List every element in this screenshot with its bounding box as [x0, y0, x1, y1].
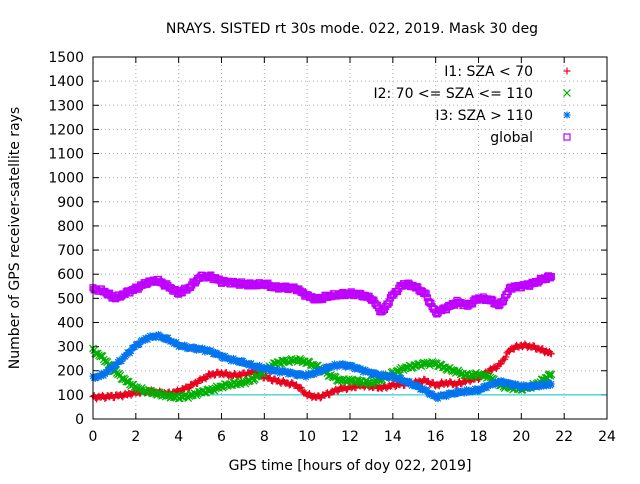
- legend: I1: SZA < 70 I2: 70 <= SZA <= 110 I3: SZA …: [373, 64, 570, 146]
- x-tick-label: 20: [512, 429, 530, 445]
- x-tick-label: 22: [555, 429, 573, 445]
- x-axis-label: GPS time [hours of doy 022, 2019]: [229, 458, 472, 474]
- x-tick-label: 10: [298, 429, 316, 445]
- y-tick-label: 700: [57, 243, 84, 259]
- y-tick-label: 0: [75, 412, 84, 428]
- y-tick-label: 1300: [48, 98, 84, 114]
- series-4: [90, 272, 554, 317]
- legend-label: I2: 70 <= SZA <= 110: [373, 86, 533, 102]
- y-tick-label: 300: [57, 340, 84, 356]
- y-tick-label: 1200: [48, 122, 84, 138]
- x-tick-label: 4: [174, 429, 183, 445]
- y-tick-label: 1000: [48, 171, 84, 187]
- y-tick-label: 1100: [48, 147, 84, 163]
- x-tick-label: 6: [217, 429, 226, 445]
- y-tick-label: 200: [57, 364, 84, 380]
- legend-marker: [564, 134, 570, 140]
- legend-marker: [564, 112, 571, 119]
- data-point: [548, 381, 555, 388]
- y-tick-label: 1400: [48, 74, 84, 90]
- x-tick-label: 24: [598, 429, 616, 445]
- y-tick-label: 900: [57, 195, 84, 211]
- data-points: [90, 272, 555, 402]
- y-axis-label: Number of GPS receiver-satellite rays: [7, 107, 23, 369]
- x-tick-label: 8: [260, 429, 269, 445]
- x-tick-label: 16: [427, 429, 445, 445]
- chart-title: NRAYS. SISTED rt 30s mode. 022, 2019. Ma…: [166, 21, 538, 37]
- y-tick-label: 600: [57, 267, 84, 283]
- y-tick-label: 100: [57, 388, 84, 404]
- x-tick-label: 2: [131, 429, 140, 445]
- y-tick-label: 1500: [48, 50, 84, 66]
- legend-item: global: [490, 130, 570, 146]
- legend-item: I3: SZA > 110: [435, 108, 570, 124]
- x-tick-label: 18: [470, 429, 488, 445]
- x-tick-label: 14: [384, 429, 402, 445]
- x-tick-label: 12: [341, 429, 359, 445]
- legend-item: I2: 70 <= SZA <= 110: [373, 86, 570, 102]
- x-tick-label: 0: [89, 429, 98, 445]
- legend-label: I3: SZA > 110: [435, 108, 533, 124]
- legend-label: I1: SZA < 70: [444, 64, 533, 80]
- legend-item: I1: SZA < 70: [444, 64, 570, 80]
- y-tick-label: 800: [57, 219, 84, 235]
- legend-label: global: [490, 130, 533, 146]
- y-tick-label: 400: [57, 315, 84, 331]
- y-tick-label: 500: [57, 291, 84, 307]
